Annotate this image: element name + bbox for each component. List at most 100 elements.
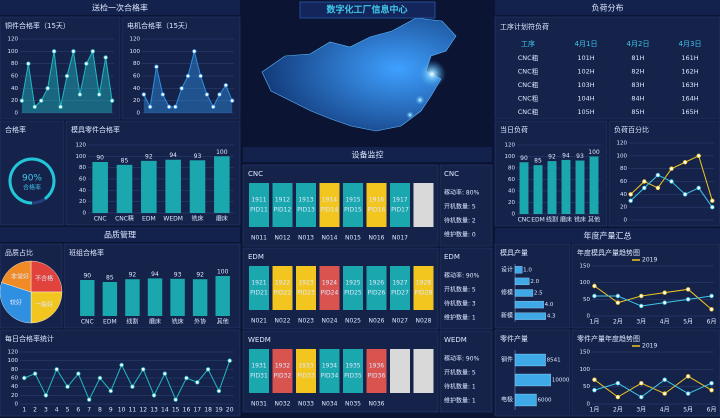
line-point [639,293,644,299]
line-point [655,185,661,191]
y-tick-label: 80 [11,367,18,373]
value-label: 100 [588,149,600,156]
device-label: N033 [298,401,314,408]
bar [189,160,206,213]
value-label: 90 [83,273,91,280]
value-label: 4.3 [547,314,556,320]
y-tick-label: 120 [76,143,87,149]
x-tick-label: 1月 [590,407,600,414]
line-point [229,98,235,103]
line-area [143,51,233,113]
x-tick-label: 3 [44,407,48,414]
x-tick-label: 磨床 [216,215,228,223]
y-tick-label: 设计 [501,265,513,273]
chart-title: 品质占比 [5,248,33,257]
x-tick-label: 5月 [683,407,693,414]
bar [147,278,163,316]
device-pid: PID25 [344,290,362,297]
device-code: 1933 [298,363,313,370]
device-tile [390,183,410,227]
x-tick-label: 6月 [707,319,717,326]
device-tile [296,266,316,310]
device-code: 1926 [369,280,384,287]
y-tick-label: 100 [580,280,591,286]
device-group: EDM [248,253,264,261]
y-tick-label: 40 [79,188,86,194]
y-tick-label: 新模 [501,312,513,320]
device-pid: PID17 [391,207,409,214]
line-point [97,375,103,381]
panel [439,330,493,413]
value-label: 94 [169,152,177,159]
map-glow [406,111,414,119]
x-tick-label: 3月 [636,319,646,326]
device-pid: PID26 [368,290,386,297]
y-tick-label: 100 [617,153,628,159]
bar [514,393,537,407]
section-header [0,0,240,15]
table-cell: 163H [681,81,698,89]
line-point [655,172,661,178]
device-code: 1923 [298,280,313,287]
device-pid: PID33 [297,373,315,380]
value-label: 6000 [538,398,552,404]
table-cell: 102H [577,68,594,76]
line-point [162,371,168,376]
table-cell: 81H [631,54,644,62]
x-tick-label: 11 [129,407,137,414]
line-point [97,92,102,97]
device-code: 1936 [369,363,384,370]
y-tick-label: 150 [580,350,591,356]
y-tick-label: 100 [76,154,87,160]
y-tick-label: 120 [617,141,628,147]
x-tick-label: 14 [161,407,169,414]
device-tile [249,183,269,227]
line-point [685,287,691,292]
y-tick-label: 100 [580,367,591,373]
value-label: 10000 [552,378,570,384]
line-point [682,192,688,197]
chart-title: 零件产量 [500,334,528,343]
device-code: 1921 [251,280,266,287]
legend-label: 2019 [642,343,657,350]
panel [571,329,720,417]
device-stat: 维护数量: 0 [444,231,476,239]
y-tick-label: 60 [133,74,140,80]
x-tick-label: 7 [87,407,91,414]
line [594,295,712,307]
gauge-value: 90% [22,174,42,184]
line-point [141,367,146,372]
value-label: 93 [576,153,584,160]
line-point [86,397,92,402]
bar [214,156,230,213]
x-tick-label: 13 [150,407,158,414]
y-tick-label: 40 [620,192,627,198]
x-tick-label: EDM [103,319,117,326]
x-tick-label: 2月 [613,407,623,414]
y-tick-label: 100 [8,49,19,55]
chart-title: 模具产量 [500,248,528,257]
line-point [26,61,31,66]
y-tick-label: 120 [8,350,19,356]
line-point [119,362,124,368]
device-label: N036 [369,401,385,408]
device-label: N025 [345,318,361,325]
device-code: 1935 [345,363,360,370]
device-group: EDM [444,253,460,261]
line-point [217,92,222,97]
device-code: 1922 [275,280,290,287]
line-point [77,92,83,97]
pie-slice [0,282,32,324]
device-label: N032 [275,401,291,408]
line-point [108,388,113,394]
y-tick-label: 0 [512,212,516,218]
device-label: N016 [369,235,385,242]
value-label: 2.5 [534,291,543,297]
section-title: 设备监控 [352,150,384,160]
line-point [192,49,197,54]
device-code: 1917 [392,197,407,204]
bar [514,266,523,274]
y-tick-label: 80 [79,165,86,171]
device-code: 1912 [275,197,290,204]
value-label: 94 [151,271,159,278]
